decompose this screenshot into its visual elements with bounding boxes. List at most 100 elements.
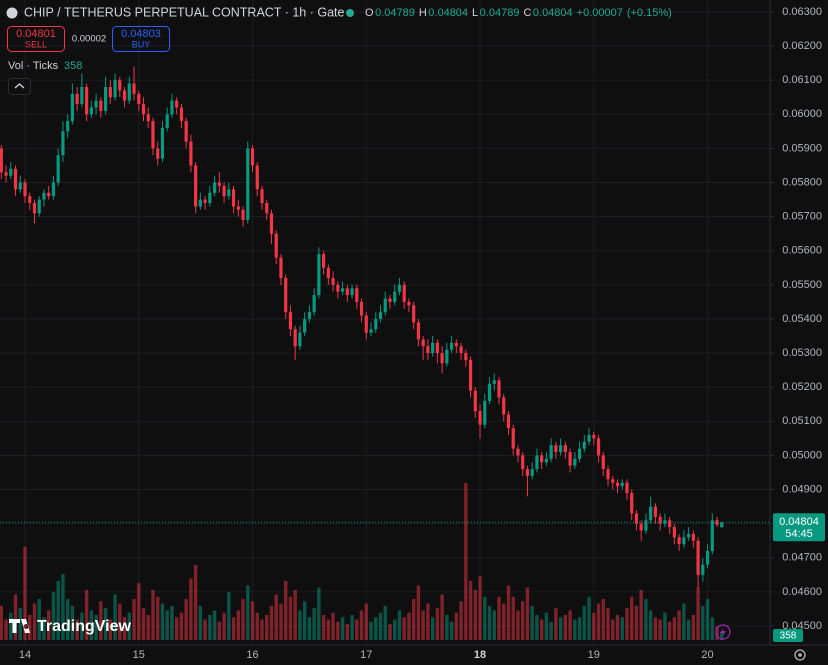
candle-body [194, 165, 198, 207]
volume-bar [539, 619, 544, 640]
collapse-button[interactable] [8, 78, 31, 95]
x-tick-label: 19 [588, 649, 600, 661]
buy-price[interactable]: 0.04803 [121, 28, 161, 40]
ohlc-value: 0.04789 [480, 7, 520, 19]
volume-bar [435, 608, 440, 640]
candle-body [279, 257, 283, 279]
candle-body [516, 448, 520, 456]
candle-body [701, 564, 705, 575]
candle-body [563, 445, 567, 453]
candle-body [293, 329, 297, 347]
volume-bar [639, 589, 643, 640]
candle-body [440, 353, 444, 364]
volume-bar [298, 610, 302, 640]
alert-icon[interactable] [715, 624, 731, 640]
volume-bar [4, 619, 8, 640]
candle-body [355, 288, 359, 302]
candle-body [468, 359, 473, 391]
volume-bar [56, 580, 60, 640]
candle-body [189, 141, 193, 166]
volume-bar [203, 619, 207, 640]
volume-bar [312, 608, 316, 640]
y-tick-label: 0.05900 [782, 142, 822, 154]
candle-body [94, 100, 98, 108]
volume-bar [592, 612, 596, 640]
settings-icon[interactable] [794, 649, 806, 661]
volume-bar [630, 596, 634, 640]
volume-bar [141, 608, 146, 640]
volume-bar [65, 599, 70, 640]
y-tick-label: 0.05100 [782, 415, 822, 427]
candle-body [540, 455, 544, 463]
alert-bolt[interactable] [720, 627, 726, 637]
candle-body [23, 182, 27, 197]
volume-bar [321, 614, 326, 640]
volume-bar [497, 596, 501, 640]
volume-bar [336, 621, 340, 640]
candle-body [13, 168, 18, 190]
volume-bar [70, 605, 75, 640]
candle-body [450, 342, 454, 350]
candle-body [658, 516, 662, 524]
volume-bar [89, 610, 94, 640]
candle-body [265, 202, 269, 214]
candle-body [435, 342, 439, 354]
candle-body [331, 278, 335, 285]
volume-bar [350, 614, 354, 640]
volume-bar [440, 594, 444, 640]
candle-body [217, 182, 221, 186]
candle-body [241, 209, 245, 221]
sell-price[interactable]: 0.04801 [16, 28, 56, 40]
volume-title: Vol · Ticks [8, 60, 59, 72]
volume-bar [146, 614, 150, 640]
buy-button[interactable] [112, 26, 170, 52]
candle-body [630, 492, 634, 514]
candle-body [4, 172, 8, 176]
volume-bar [672, 617, 677, 640]
brand-logo [9, 619, 30, 633]
candle-body [122, 90, 127, 101]
volume-bar [364, 603, 368, 640]
candle-body [85, 86, 89, 115]
volume-bar [42, 617, 46, 640]
volume-bar [212, 610, 217, 640]
candle-body [284, 278, 288, 313]
volume-bar [189, 578, 193, 640]
candle-body [378, 312, 383, 319]
collapse-icon[interactable] [14, 83, 25, 89]
candle-body [56, 155, 60, 183]
x-tick-label: 14 [19, 649, 31, 661]
volume-bar [620, 617, 624, 640]
volume-bar [227, 592, 231, 640]
candle-body [160, 127, 165, 159]
candle-body [549, 445, 553, 459]
grid [0, 0, 770, 645]
volume-bar [696, 587, 700, 640]
candle-body [663, 520, 667, 524]
volume-bar [179, 612, 184, 640]
candle-body [288, 312, 293, 330]
candle-body [696, 540, 700, 575]
volume-tag [773, 629, 803, 642]
candle-body [141, 104, 146, 115]
volume-bar [326, 619, 331, 640]
volume-bar [288, 596, 293, 640]
x-tick-label: 16 [246, 649, 258, 661]
candle-body [364, 315, 368, 333]
candle-body [497, 380, 501, 398]
sell-label[interactable]: SELL [25, 39, 47, 49]
volume-bar [653, 617, 658, 640]
candles [0, 66, 724, 589]
x-tick-label: 18 [474, 649, 486, 661]
settings-icon-center[interactable] [798, 653, 802, 657]
candle-body [421, 339, 425, 347]
volume-bar [156, 596, 160, 640]
brand-name: TradingView [37, 618, 132, 635]
volume-bar [658, 619, 662, 640]
candle-body [89, 107, 93, 115]
volume-bar [426, 603, 430, 640]
sell-button[interactable] [7, 26, 65, 52]
buy-label[interactable]: BUY [132, 39, 151, 49]
candle-body [127, 83, 131, 101]
candle-body [137, 93, 141, 105]
